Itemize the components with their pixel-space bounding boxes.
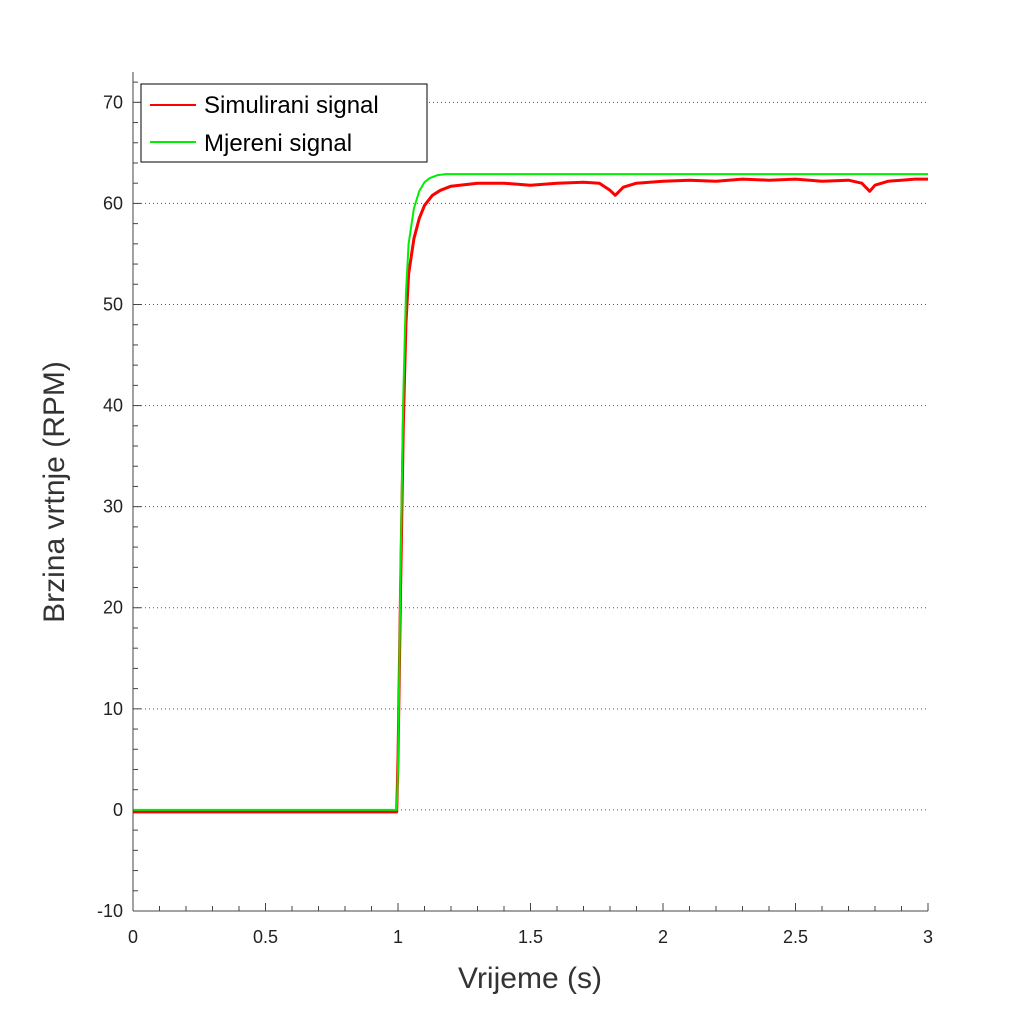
series-line-simulirani bbox=[133, 177, 928, 814]
grid-lines bbox=[133, 101, 928, 811]
y-tick-label: 40 bbox=[103, 396, 123, 416]
x-tick-label: 2.5 bbox=[783, 927, 808, 947]
legend-label-mjereni: Mjereni signal bbox=[204, 130, 352, 157]
series-lines bbox=[133, 173, 928, 814]
y-tick-label: 20 bbox=[103, 598, 123, 618]
y-tick-label: 0 bbox=[113, 800, 123, 820]
legend-label-simulirani: Simulirani signal bbox=[204, 92, 379, 119]
legend-box bbox=[140, 83, 428, 163]
x-tick-label: 2 bbox=[658, 927, 668, 947]
legend: Simulirani signal Mjereni signal bbox=[140, 83, 428, 163]
x-tick-label: 0.5 bbox=[253, 927, 278, 947]
x-tick-label: 1 bbox=[393, 927, 403, 947]
y-tick-labels: -10 0 10 20 30 40 50 60 70 bbox=[97, 92, 123, 921]
x-tick-labels: 0 0.5 1 1.5 2 2.5 3 bbox=[128, 927, 933, 947]
y-tick-label: -10 bbox=[97, 901, 123, 921]
x-axis-title: Vrijeme (s) bbox=[458, 962, 602, 995]
y-axis-title: Brzina vrtnje (RPM) bbox=[38, 361, 71, 623]
x-tick-label: 3 bbox=[923, 927, 933, 947]
y-tick-label: 70 bbox=[103, 92, 123, 112]
y-tick-label: 50 bbox=[103, 294, 123, 314]
y-tick-label: 60 bbox=[103, 193, 123, 213]
x-tick-label: 0 bbox=[128, 927, 138, 947]
y-tick-label: 30 bbox=[103, 497, 123, 517]
axes bbox=[132, 72, 928, 912]
minor-ticks bbox=[132, 81, 929, 912]
y-tick-label: 10 bbox=[103, 699, 123, 719]
x-tick-label: 1.5 bbox=[518, 927, 543, 947]
series-line-mjereni bbox=[133, 173, 928, 811]
